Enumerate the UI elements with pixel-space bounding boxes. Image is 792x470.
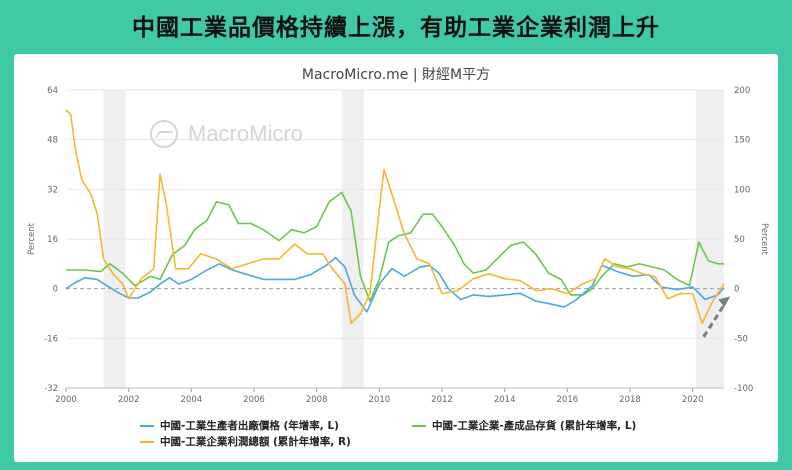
- legend-item-inventory[interactable]: 中國-工業企業-產成品存貨 (累計年增率, L): [412, 418, 636, 433]
- y-right-tick-label: 0: [734, 285, 739, 295]
- legend-label-inventory: 中國-工業企業-產成品存貨 (累計年增率, L): [432, 420, 637, 432]
- legend-item-profit[interactable]: 中國-工業企業利潤總額 (累計年增率, R): [140, 434, 351, 449]
- x-tick-label: 2018: [619, 395, 641, 405]
- trend-arrow-line: [702, 301, 727, 338]
- y-left-tick-label: 64: [47, 86, 58, 96]
- legend-swatch-profit: [140, 440, 154, 443]
- watermark-text: MacroMicro: [188, 121, 303, 146]
- trend-arrow-head: [718, 296, 731, 308]
- y-left-tick-label: 32: [47, 185, 58, 195]
- y-left-tick-label: -32: [44, 384, 58, 394]
- series-line-1: [66, 191, 724, 302]
- x-tick-label: 2006: [243, 395, 265, 405]
- x-tick-label: 2004: [181, 395, 203, 405]
- series-line-0: [65, 256, 725, 313]
- chart-card: 64 48 32 16 0 -16 -32 200 150 100 50 0 -50 -100 2000 20…: [14, 54, 778, 462]
- y-right-tick-label: -100: [734, 384, 753, 394]
- y-left-tick-label: 0: [53, 285, 58, 295]
- legend-item-ppi[interactable]: 中國-工業生產者出廠價格 (年增率, L): [140, 418, 339, 433]
- line-chart: 64 48 32 16 0 -16 -32 200 150 100 50 0 -50 -100 2000 20…: [27, 86, 769, 405]
- x-tick-label: 2012: [431, 395, 453, 405]
- y-left-tick-label: 48: [47, 136, 58, 146]
- y-left-tick-label: -16: [44, 334, 58, 344]
- legend-label-ppi: 中國-工業生產者出廠價格 (年增率, L): [160, 420, 339, 432]
- watermark: MacroMicro: [150, 120, 303, 148]
- y-left-tick-label: 16: [47, 235, 58, 245]
- y-right-tick-label: 200: [734, 86, 750, 96]
- x-tick-label: 2014: [494, 395, 516, 405]
- legend-label-profit: 中國-工業企業利潤總額 (累計年增率, R): [160, 436, 351, 448]
- banner-title: 中國工業品價格持續上漲，有助工業企業利潤上升: [132, 15, 660, 41]
- x-tick-label: 2002: [118, 395, 140, 405]
- legend-swatch-ppi: [140, 424, 154, 427]
- x-tick-label: 2010: [369, 395, 391, 405]
- x-tick-label: 2008: [306, 395, 328, 405]
- chart-source: MacroMicro.me | 財經M平方: [301, 67, 491, 83]
- y-right-tick-label: -50: [734, 334, 748, 344]
- x-tick-label: 2016: [557, 395, 579, 405]
- y-right-tick-label: 150: [734, 136, 750, 146]
- x-tick-label: 2020: [682, 395, 704, 405]
- y-right-axis-title: Percent: [759, 223, 769, 256]
- y-right-tick-label: 100: [734, 185, 750, 195]
- macromicro-logo-icon: [150, 120, 178, 148]
- series-line-2: [65, 109, 725, 325]
- y-left-axis-title: Percent: [27, 222, 37, 255]
- y-right-tick-label: 50: [734, 235, 745, 245]
- legend-swatch-inventory: [412, 424, 426, 427]
- x-tick-label: 2000: [55, 395, 77, 405]
